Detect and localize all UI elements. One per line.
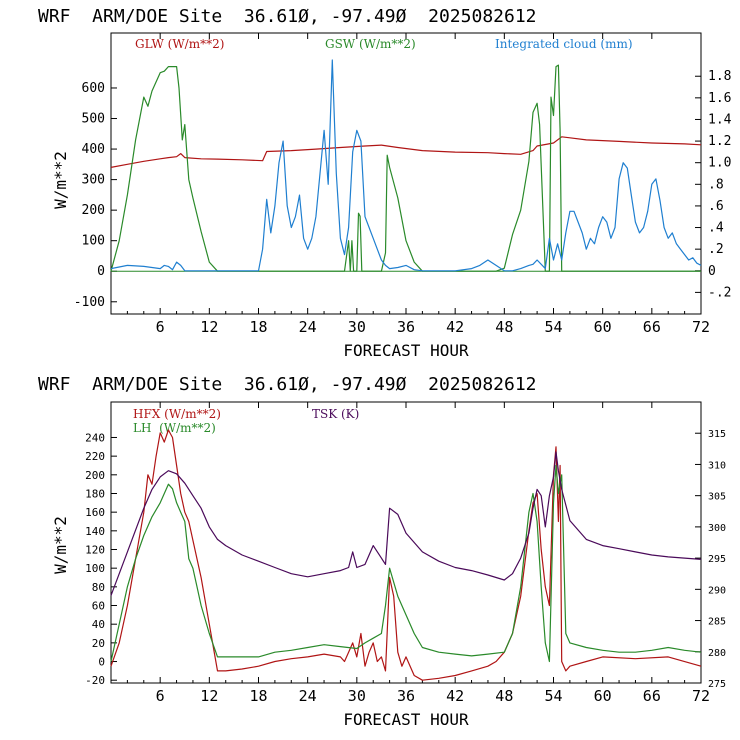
x-tick-label: 48 xyxy=(495,318,513,336)
y-tick-label: 240 xyxy=(85,431,105,444)
x-tick-label: 6 xyxy=(156,318,165,336)
legend-entry-lh: LH (W/m**2) xyxy=(133,421,216,435)
y-tick-label: 200 xyxy=(85,469,105,482)
y-tick-label: 220 xyxy=(85,450,105,463)
y2-tick-label: 1.4 xyxy=(708,112,732,127)
x-tick-label: 12 xyxy=(200,318,218,336)
x-tick-label: 66 xyxy=(643,318,661,336)
x-tick-label: 42 xyxy=(446,687,464,705)
legend-entry-glw: GLW (W/m**2) xyxy=(135,37,224,51)
y-tick-label: 500 xyxy=(82,112,105,127)
y2-tick-label: 305 xyxy=(708,492,726,503)
y2-tick-label: 1.8 xyxy=(708,69,731,84)
legend-entry-gsw: GSW (W/m**2) xyxy=(325,37,416,51)
y2-tick-label: 280 xyxy=(708,648,726,659)
y-tick-label: 0 xyxy=(98,656,105,669)
x-tick-label: 48 xyxy=(495,687,513,705)
plot-frame xyxy=(110,32,702,315)
x-tick-label: 36 xyxy=(397,687,415,705)
y2-tick-label: 285 xyxy=(708,617,726,628)
y2-tick-label: .8 xyxy=(708,177,724,192)
y-tick-label: 100 xyxy=(82,234,105,249)
y2-tick-label: .2 xyxy=(708,242,724,257)
chart-header: WRF ARM/DOE Site 36.61Ø, -97.49Ø 2025082… xyxy=(38,6,537,27)
x-tick-label: 24 xyxy=(299,687,317,705)
series-line-3 xyxy=(110,451,702,596)
y-tick-label: 120 xyxy=(85,544,105,557)
y2-tick-label: 300 xyxy=(708,523,726,534)
x-tick-label: 18 xyxy=(249,318,267,336)
x-tick-label: 6 xyxy=(156,687,165,705)
chart-top: WRF ARM/DOE Site 36.61Ø, -97.49Ø 2025082… xyxy=(38,6,732,360)
y2-tick-label: .6 xyxy=(708,199,724,214)
y2-tick-label: 295 xyxy=(708,554,726,565)
chart-bottom: WRF ARM/DOE Site 36.61Ø, -97.49Ø 2025082… xyxy=(38,374,726,729)
y-tick-label: 600 xyxy=(82,81,105,96)
y2-tick-label: .4 xyxy=(708,221,724,236)
y-tick-label: -100 xyxy=(74,295,105,310)
x-tick-label: 72 xyxy=(692,318,710,336)
y2-tick-label: 310 xyxy=(708,460,726,471)
y-tick-label: 300 xyxy=(82,173,105,188)
series-line-1 xyxy=(110,429,702,681)
series-line-1 xyxy=(110,136,702,168)
x-tick-label: 30 xyxy=(348,318,366,336)
y2-tick-label: 1.6 xyxy=(708,91,731,106)
legend-entry-cloud: Integrated cloud (mm) xyxy=(495,37,633,51)
y2-tick-label: 1.2 xyxy=(708,134,731,149)
y-tick-label: -20 xyxy=(85,674,105,687)
y-tick-label: 180 xyxy=(85,487,105,500)
y2-tick-label: 290 xyxy=(708,585,726,596)
plot-frame xyxy=(110,401,702,684)
series-line-2 xyxy=(110,464,702,663)
legend-entry-tsk: TSK (K) xyxy=(312,407,359,421)
y-tick-label: 60 xyxy=(92,600,105,613)
x-tick-label: 54 xyxy=(544,687,562,705)
y-tick-label: 200 xyxy=(82,203,105,218)
x-axis-label: FORECAST HOUR xyxy=(343,341,469,360)
y-tick-label: 400 xyxy=(82,142,105,157)
series-line-2 xyxy=(110,64,701,272)
y-axis-label: W/m**2 xyxy=(51,516,70,574)
y-tick-label: 0 xyxy=(97,264,105,279)
y-tick-label: 100 xyxy=(85,562,105,575)
y2-tick-label: -.2 xyxy=(708,285,731,300)
y-tick-label: 40 xyxy=(92,618,105,631)
chart-header: WRF ARM/DOE Site 36.61Ø, -97.49Ø 2025082… xyxy=(38,374,537,395)
x-tick-label: 60 xyxy=(594,318,612,336)
y-tick-label: 160 xyxy=(85,506,105,519)
x-tick-label: 72 xyxy=(692,687,710,705)
y-tick-label: 140 xyxy=(85,525,105,538)
y2-tick-label: 275 xyxy=(708,679,726,690)
y-tick-label: 20 xyxy=(92,637,105,650)
x-tick-label: 12 xyxy=(200,687,218,705)
y-axis-label: W/m**2 xyxy=(51,151,70,209)
x-tick-label: 18 xyxy=(249,687,267,705)
x-tick-label: 54 xyxy=(544,318,562,336)
x-tick-label: 36 xyxy=(397,318,415,336)
x-tick-label: 24 xyxy=(299,318,317,336)
x-tick-label: 66 xyxy=(643,687,661,705)
y-tick-label: 80 xyxy=(92,581,105,594)
x-tick-label: 42 xyxy=(446,318,464,336)
legend-entry-hfx: HFX (W/m**2) xyxy=(133,407,221,421)
y2-tick-label: 0 xyxy=(708,264,716,279)
series-line-3 xyxy=(110,59,702,272)
y2-tick-label: 315 xyxy=(708,429,726,440)
x-tick-label: 30 xyxy=(348,687,366,705)
x-axis-label: FORECAST HOUR xyxy=(343,710,469,729)
y2-tick-label: 1.0 xyxy=(708,156,731,171)
x-tick-label: 60 xyxy=(594,687,612,705)
